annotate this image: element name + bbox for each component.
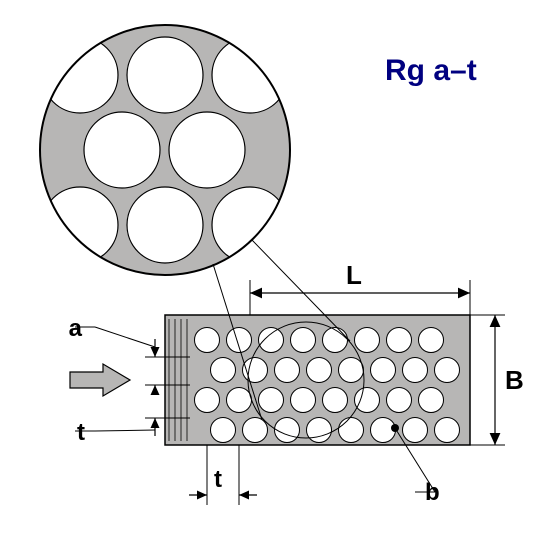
dim-L-label: L — [346, 260, 362, 290]
dim-tv-label: t — [77, 419, 85, 446]
dim-a-label: a — [69, 315, 83, 342]
dim-th-label: t — [214, 466, 222, 493]
dimension-B: B — [470, 315, 524, 445]
title-label: Rg a–t — [385, 54, 477, 87]
dimension-t-horizontal: t — [189, 445, 257, 505]
dimension-L: L — [250, 260, 470, 315]
perforated-plate — [165, 315, 470, 445]
dim-b-label: b — [425, 479, 440, 506]
dim-B-label: B — [505, 365, 524, 395]
rolling-direction-arrow — [70, 364, 130, 396]
